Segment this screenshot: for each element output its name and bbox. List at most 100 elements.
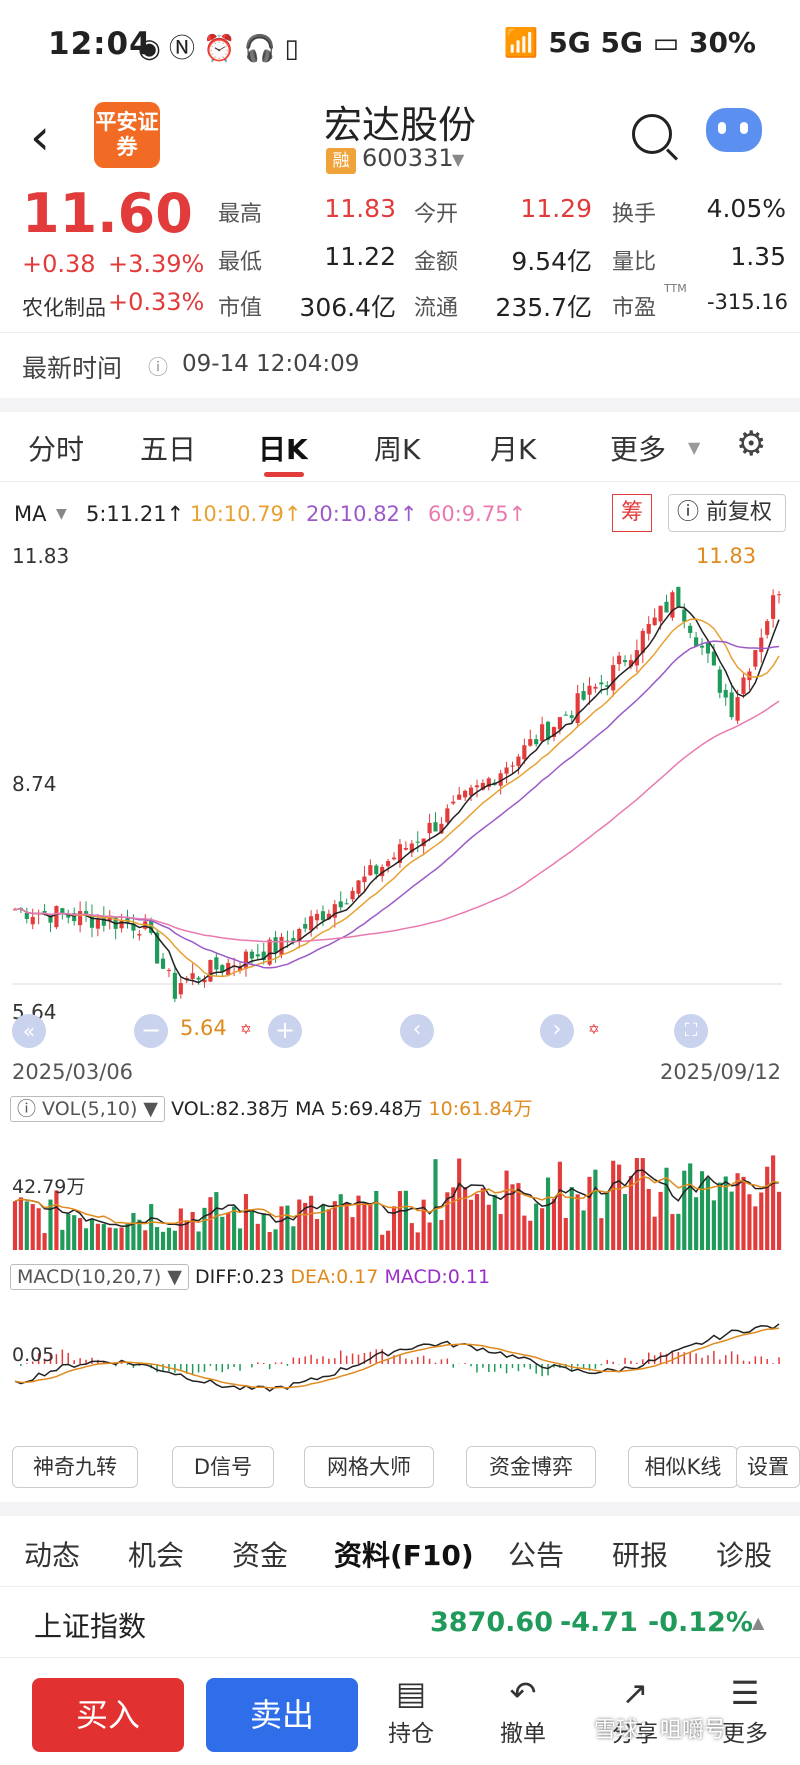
tool-button-settings[interactable]: 设置 [736,1446,800,1488]
candle-body [30,916,35,925]
volume-bar [409,1223,414,1250]
tab-monthly-k[interactable]: 月K [490,433,537,466]
back-icon[interactable]: ‹ [30,108,50,166]
stock-code[interactable]: 600331 [362,144,454,172]
tab-announcement[interactable]: 公告 [508,1539,565,1572]
cancel-order-button[interactable]: ↶ 撤单 [478,1672,568,1748]
index-change-pct: -0.12% [648,1607,753,1638]
tab-five-day[interactable]: 五日 [140,433,197,466]
macd-indicator-button[interactable]: MACD(10,20,7) ▼ [10,1264,189,1290]
adjust-mode-button[interactable]: ⓘ 前复权 [668,494,786,532]
tool-button-nine-turn[interactable]: 神奇九转 [12,1446,138,1488]
tab-diagnosis[interactable]: 诊股 [716,1539,773,1572]
candle-body [646,623,651,634]
buy-button[interactable]: 买入 [32,1678,184,1752]
ma-label[interactable]: MA [14,502,47,526]
sector-label[interactable]: 农化制品 [22,296,106,320]
volume-bar [101,1224,106,1250]
tab-funds[interactable]: 资金 [232,1539,289,1572]
kline-chart[interactable] [0,540,800,1020]
candle-body [326,913,331,920]
volume-bar [658,1191,663,1250]
vol-legend: ⓘ VOL(5,10) ▼ VOL:82.38万 MA 5:69.48万 10:… [10,1094,533,1122]
candle-body [486,778,491,787]
volume-bar [48,1199,53,1250]
active-tab-indicator [264,472,304,477]
candle-body [202,979,207,983]
more-button[interactable]: ☰ 更多 [700,1672,790,1748]
margin-badge: 融 [326,148,356,174]
volume-bar [540,1208,545,1250]
chevron-up-icon[interactable]: ▲ [752,1613,765,1632]
info-icon[interactable]: ⓘ [148,355,168,379]
tab-opportunity[interactable]: 机会 [128,1539,185,1572]
volume-bar [190,1212,195,1250]
scroll-left-fast-icon[interactable]: « [12,1014,46,1048]
chevron-down-icon[interactable]: ▼ [452,150,465,169]
volume-bar [119,1227,124,1250]
chip-distribution-button[interactable]: 筹 [612,494,652,532]
chevron-down-icon[interactable]: ▼ [688,438,701,457]
volume-bar [391,1206,397,1250]
volume-bar [753,1206,758,1250]
holdings-button[interactable]: ▤ 持仓 [366,1672,456,1748]
ma10-line [14,618,780,978]
volume-bar [95,1223,100,1250]
share-button[interactable]: ↗ 分享 [590,1672,680,1748]
volume-bar [220,1216,225,1250]
tab-weekly-k[interactable]: 周K [374,433,421,466]
vol-indicator-button[interactable]: ⓘ VOL(5,10) ▼ [10,1096,166,1122]
tool-button-fund-game[interactable]: 资金博弈 [466,1446,596,1488]
gear-icon[interactable]: ⚙ [736,424,767,464]
volume-bar [131,1213,136,1250]
fullscreen-icon[interactable]: ⛶ [674,1014,708,1048]
candle-body [83,911,89,915]
macd-legend: MACD(10,20,7) ▼ DIFF:0.23 DEA:0.17 MACD:… [10,1264,491,1290]
volume-bar [747,1194,752,1250]
tab-f10[interactable]: 资料(F10) [334,1539,474,1572]
zoom-in-icon[interactable]: + [268,1014,302,1048]
tab-daily-k[interactable]: 日K [258,433,308,466]
volume-bar [711,1200,716,1250]
star-icon: ✡ [588,1022,600,1038]
zoom-out-icon[interactable]: − [134,1014,168,1048]
tool-button-d-signal[interactable]: D信号 [172,1446,274,1488]
candle-body [545,721,551,740]
candle-body [658,605,663,622]
volume-bar [137,1219,142,1250]
tab-more[interactable]: 更多 [610,433,667,466]
volume-bar [78,1217,83,1250]
quote-value: 1.35 [730,242,786,271]
volume-bar [492,1194,497,1250]
search-icon[interactable] [632,114,672,154]
share-label: 分享 [612,1721,658,1747]
tab-intraday[interactable]: 分时 [28,433,85,466]
macd-value: MACD:0.11 [384,1266,491,1288]
volume-chart[interactable] [0,1125,800,1255]
tab-research[interactable]: 研报 [612,1539,669,1572]
volume-bar [72,1215,77,1250]
volume-bar [314,1219,320,1250]
index-ticker[interactable]: 上证指数 3870.60 -4.71 -0.12% ▲ [0,1586,800,1658]
latest-time-label: 最新时间 [22,354,123,383]
volume-bar [362,1202,367,1250]
battery-icon: ▭ [652,26,680,59]
sell-button[interactable]: 卖出 [206,1678,358,1752]
scroll-left-icon[interactable]: ‹ [400,1014,434,1048]
volume-ma10-line [14,1175,780,1225]
macd-chart[interactable] [0,1298,800,1428]
candle-body [587,685,592,695]
tool-button-grid[interactable]: 网格大师 [304,1446,434,1488]
volume-bar [54,1190,59,1250]
tab-news[interactable]: 动态 [24,1539,81,1572]
candle-body [534,739,539,745]
volume-bar [587,1176,592,1250]
candle-body [356,880,361,894]
scroll-right-icon[interactable]: › [540,1014,574,1048]
tool-button-similar-k[interactable]: 相似K线 [628,1446,738,1488]
candle-body [42,910,47,913]
macd-label: MACD(10,20,7) [17,1266,162,1288]
last-price: 11.60 [22,182,193,245]
ai-assistant-icon[interactable] [706,108,762,152]
chevron-down-icon[interactable]: ▼ [56,506,67,522]
